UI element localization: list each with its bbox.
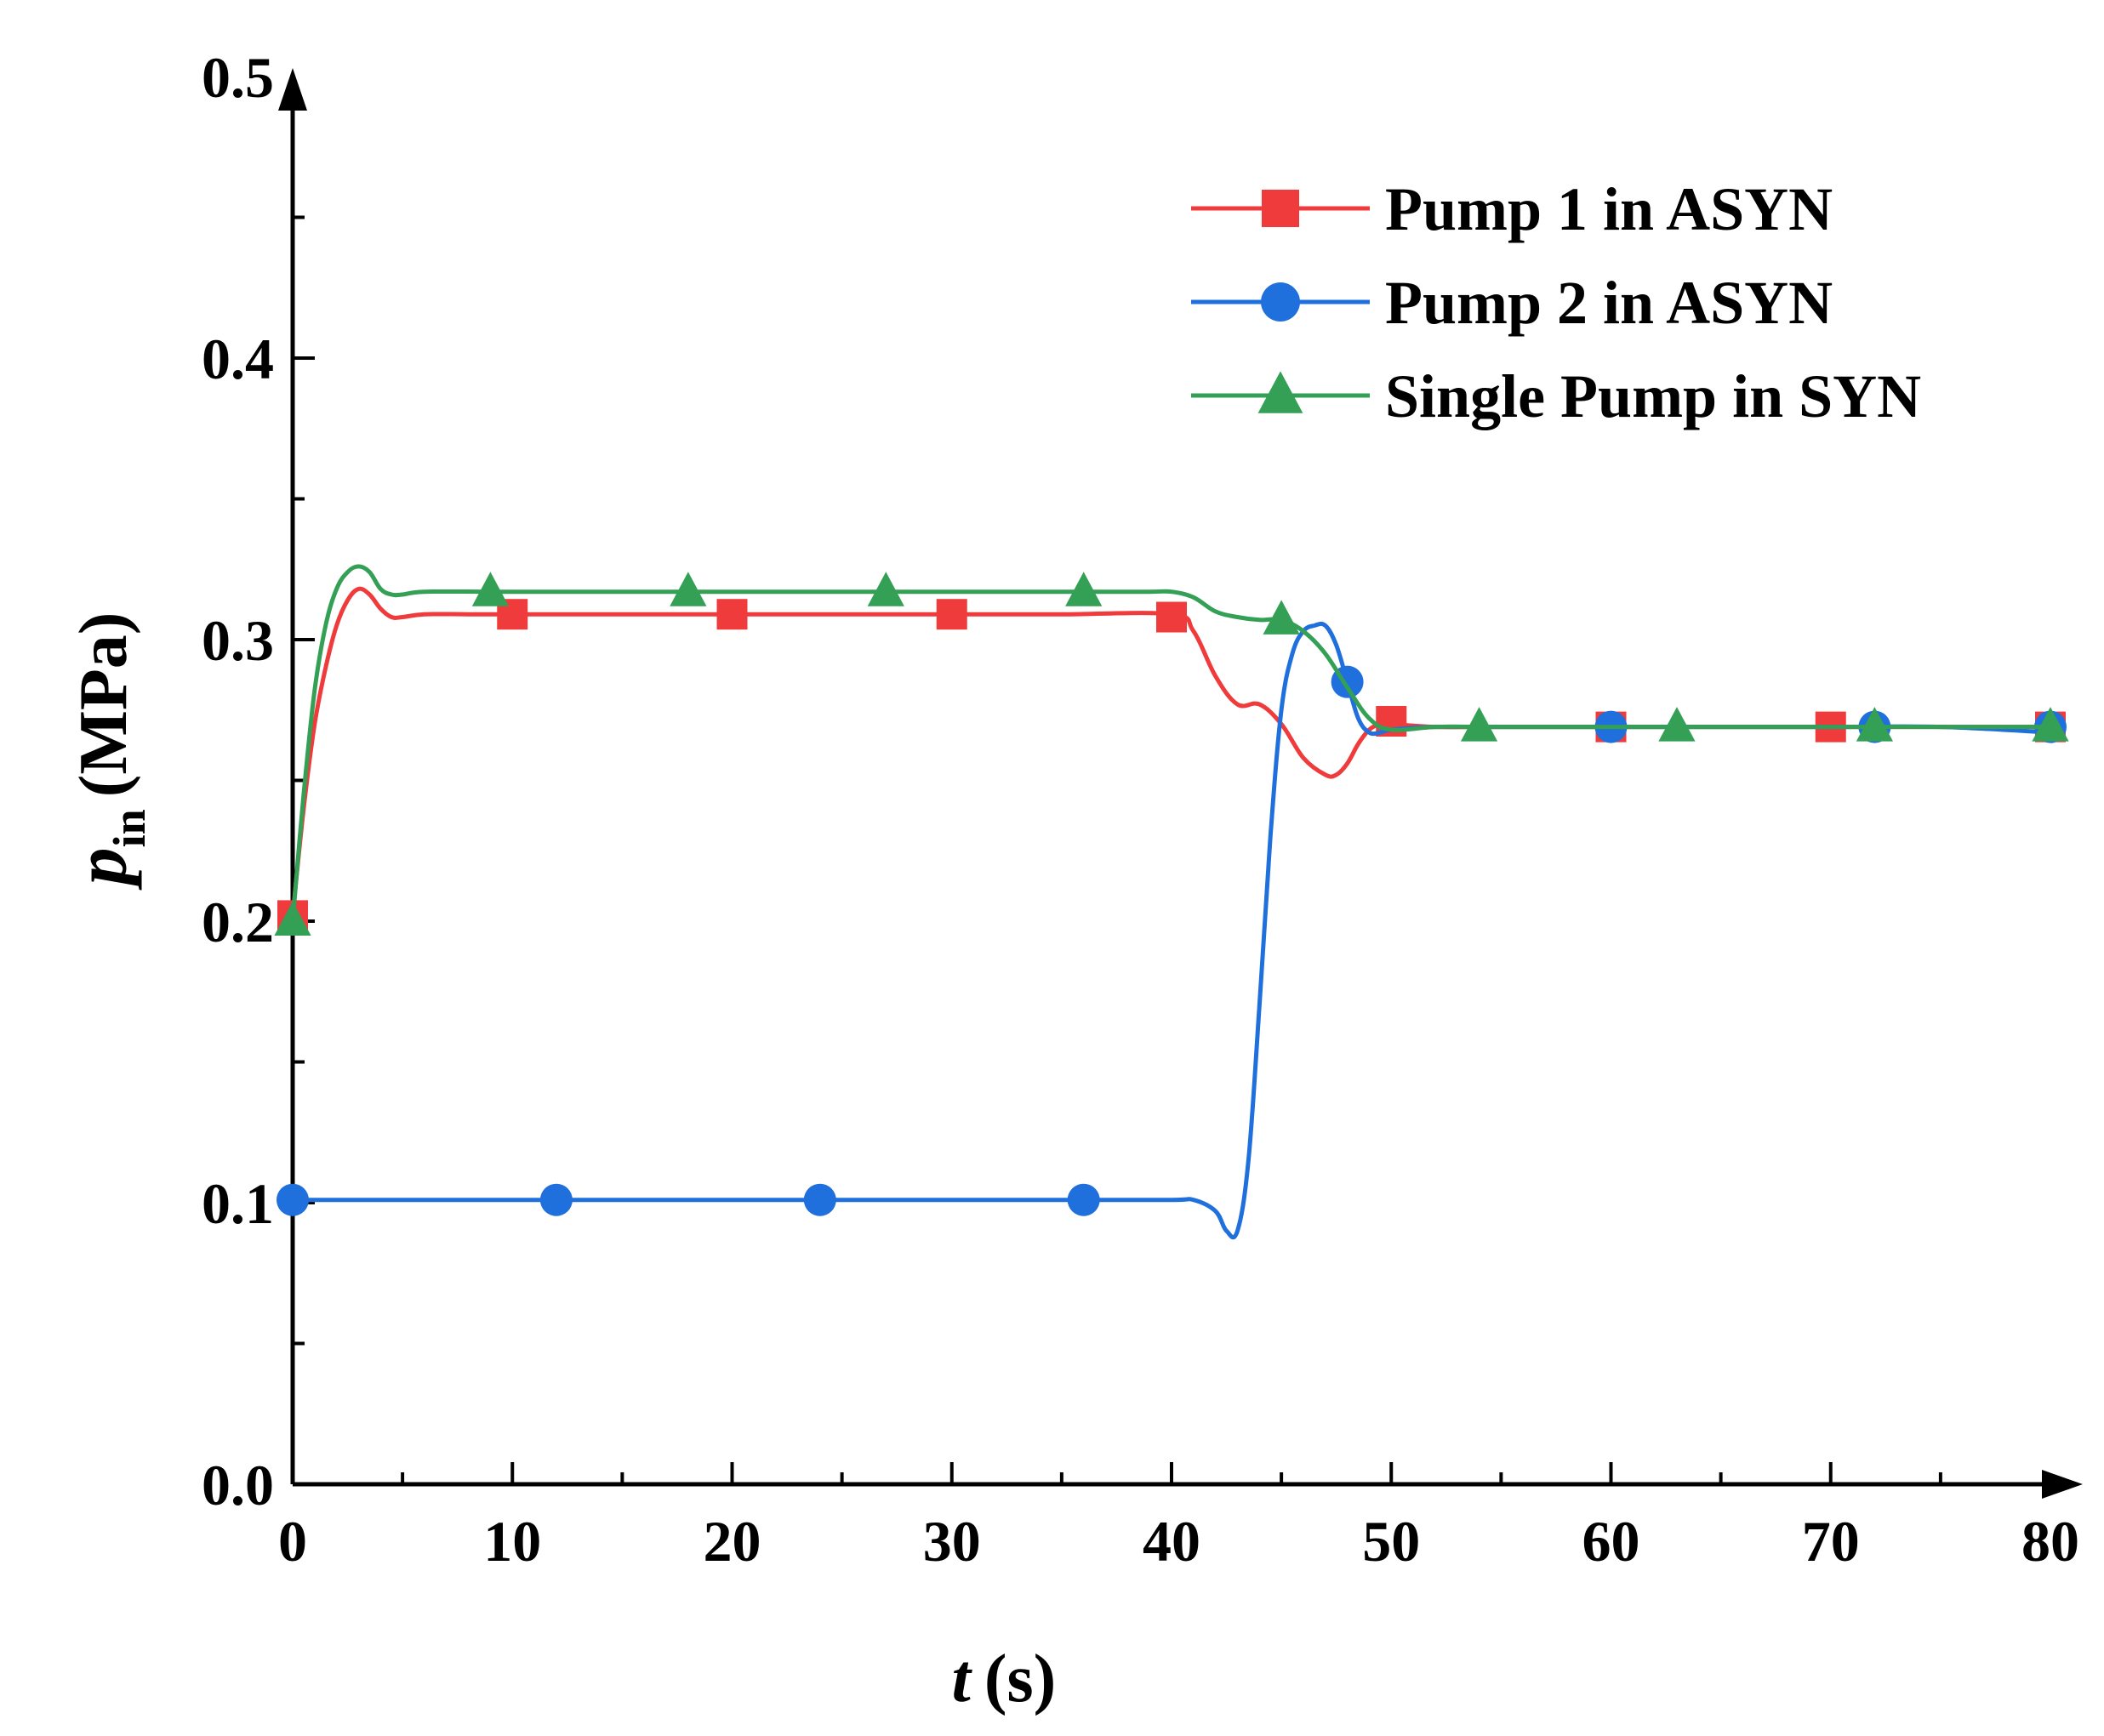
series-marker (274, 901, 311, 936)
axes-layer: 0 10 20 30 40 50 60 70 80 0.0 0.1 0.2 0.3 0.4 0.5 (202, 45, 2083, 1574)
y-tick-label: 0.0 (202, 1453, 274, 1517)
legend: Pump 1 in ASYN Pump 2 in ASYN Single Pump … (1191, 175, 1921, 430)
series-marker (803, 1183, 836, 1216)
legend-marker (1262, 190, 1299, 227)
x-tick-label: 80 (2021, 1509, 2079, 1574)
legend-label: Pump 1 in ASYN (1385, 175, 1833, 243)
series-marker (867, 572, 904, 606)
legend-item: Single Pump in SYN (1191, 362, 1921, 430)
series-line (293, 621, 2051, 1240)
x-tick-label: 50 (1362, 1509, 1420, 1574)
x-tick-label: 20 (704, 1509, 761, 1574)
series-marker (1263, 600, 1300, 635)
legend-marker (1257, 371, 1303, 413)
legend-marker (1261, 282, 1300, 322)
series-line (290, 564, 2050, 922)
x-tick-label: 0 (278, 1509, 307, 1574)
series-marker (471, 572, 510, 606)
y-tick-label: 0.4 (202, 327, 274, 391)
x-axis-title: t (s) (952, 1642, 1057, 1716)
legend-item: Pump 2 in ASYN (1191, 269, 1833, 337)
series-marker (936, 599, 967, 630)
x-axis-arrow (2042, 1470, 2083, 1499)
y-tick-label: 0.2 (202, 890, 274, 954)
series-marker (1856, 707, 1893, 742)
x-tick-label: 60 (1582, 1509, 1640, 1574)
series-marker (670, 572, 707, 606)
series-marker (716, 599, 748, 630)
x-tick-label: 30 (923, 1509, 981, 1574)
series-layer (274, 564, 2069, 1240)
series-marker (1067, 1183, 1100, 1216)
y-tick-label: 0.3 (202, 608, 274, 673)
legend-label: Pump 2 in ASYN (1385, 269, 1833, 337)
series-marker (2032, 707, 2069, 742)
y-axis-arrow (278, 68, 307, 111)
legend-item: Pump 1 in ASYN (1191, 175, 1833, 243)
y-tick-label: 0.1 (202, 1171, 274, 1236)
y-axis-title: pin(MPa) (60, 612, 155, 891)
y-tick-label: 0.5 (202, 45, 274, 110)
series-marker (1460, 707, 1498, 742)
legend-label: Single Pump in SYN (1385, 362, 1921, 430)
series-3 (274, 564, 2069, 936)
series-1 (277, 586, 2066, 931)
series-marker (1065, 572, 1103, 606)
x-tick-label: 40 (1143, 1509, 1200, 1574)
series-marker (1156, 601, 1187, 633)
x-tick-label: 10 (483, 1509, 541, 1574)
series-marker (277, 1183, 309, 1216)
x-tick-label: 70 (1802, 1509, 1860, 1574)
series-marker (539, 1183, 573, 1216)
series-marker (1658, 707, 1696, 742)
series-2 (277, 621, 2067, 1240)
series-line (290, 586, 2050, 916)
